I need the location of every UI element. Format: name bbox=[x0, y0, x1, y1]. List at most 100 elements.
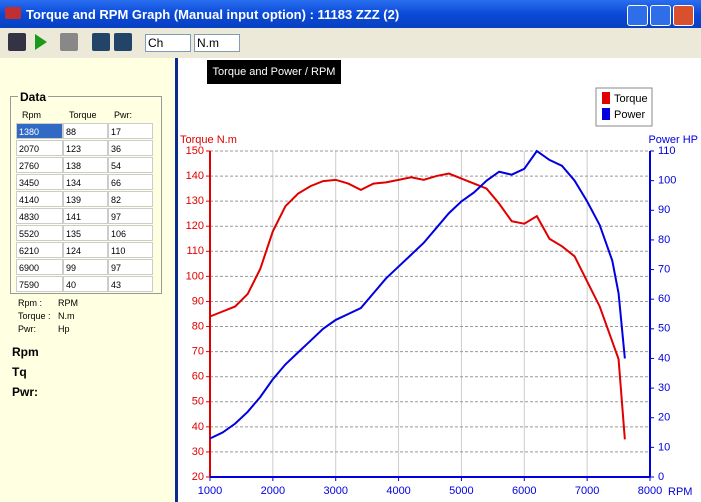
table-cell: 5520 bbox=[16, 225, 63, 241]
legend-swatch bbox=[602, 108, 610, 120]
y2-tick-label: 20 bbox=[658, 412, 670, 424]
legend-swatch bbox=[602, 92, 610, 104]
table-cell: 36 bbox=[108, 140, 153, 156]
table-cell: 135 bbox=[63, 225, 108, 241]
series-line bbox=[209, 172, 626, 440]
y2-tick-label: 90 bbox=[658, 204, 670, 216]
x-tick-label: 1000 bbox=[198, 485, 222, 497]
y-tick-label: 30 bbox=[192, 446, 204, 458]
y2-tick-label: 80 bbox=[658, 234, 670, 246]
maximize-button[interactable] bbox=[650, 5, 671, 26]
table-cell: 2070 bbox=[16, 140, 63, 156]
y-tick-label: 60 bbox=[192, 371, 204, 383]
y-tick-label: 40 bbox=[192, 421, 204, 433]
table-cell: 123 bbox=[63, 140, 108, 156]
y-tick-label: 120 bbox=[186, 220, 204, 232]
table-cell: 141 bbox=[63, 208, 108, 224]
readout-label: Tq bbox=[12, 365, 27, 379]
window-title: Torque and RPM Graph (Manual input optio… bbox=[26, 7, 400, 22]
x-tick-label: 4000 bbox=[386, 485, 410, 497]
readout-label: Rpm bbox=[12, 345, 39, 359]
y-tick-label: 70 bbox=[192, 346, 204, 358]
title-bar: Torque and RPM Graph (Manual input optio… bbox=[0, 0, 701, 28]
y-tick-label: 130 bbox=[186, 195, 204, 207]
run-button[interactable] bbox=[35, 34, 47, 50]
unit-label: Rpm : bbox=[18, 298, 43, 308]
unit-label: Hp bbox=[58, 324, 70, 334]
y-tick-label: 20 bbox=[192, 471, 204, 483]
app-icon bbox=[5, 7, 21, 19]
table-cell: 43 bbox=[108, 276, 153, 292]
x-tick-label: 7000 bbox=[575, 485, 599, 497]
y-tick-label: 80 bbox=[192, 320, 204, 332]
x-tick-label: 6000 bbox=[512, 485, 536, 497]
export-button[interactable] bbox=[114, 33, 132, 51]
unit-label: Torque : bbox=[18, 311, 51, 321]
table-cell: 110 bbox=[108, 242, 153, 258]
table-cell: 138 bbox=[63, 157, 108, 173]
import-button[interactable] bbox=[92, 33, 110, 51]
table-cell: 6210 bbox=[16, 242, 63, 258]
y2-tick-label: 60 bbox=[658, 293, 670, 305]
y2-tick-label: 50 bbox=[658, 323, 670, 335]
y-tick-label: 110 bbox=[186, 245, 204, 257]
toolbar: Ch N.m bbox=[0, 28, 701, 59]
table-cell: 134 bbox=[63, 174, 108, 190]
y2-tick-label: 10 bbox=[658, 441, 670, 453]
close-button[interactable] bbox=[673, 5, 694, 26]
y2-tick-label: 30 bbox=[658, 382, 670, 394]
table-cell: 17 bbox=[108, 123, 153, 139]
chart-title-box bbox=[207, 60, 341, 84]
y-tick-label: 100 bbox=[186, 270, 204, 282]
y2-tick-label: 110 bbox=[658, 145, 676, 157]
data-group bbox=[10, 96, 162, 294]
legend-label: Power bbox=[614, 109, 646, 121]
table-cell: 7590 bbox=[16, 276, 63, 292]
table-cell: 124 bbox=[63, 242, 108, 258]
y2-tick-label: 70 bbox=[658, 263, 670, 275]
y-axis-label: Torque N.m bbox=[180, 134, 237, 146]
table-cell: 106 bbox=[108, 225, 153, 241]
x-tick-label: 3000 bbox=[323, 485, 347, 497]
y-tick-label: 50 bbox=[192, 396, 204, 408]
table-cell: 99 bbox=[63, 259, 108, 275]
table-cell: 97 bbox=[108, 259, 153, 275]
y2-tick-label: 100 bbox=[658, 175, 676, 187]
table-cell[interactable]: 1380 bbox=[16, 123, 63, 139]
table-cell: 139 bbox=[63, 191, 108, 207]
x-tick-label: 8000 bbox=[638, 485, 662, 497]
x-tick-label: 2000 bbox=[261, 485, 285, 497]
chart-background bbox=[178, 58, 701, 502]
y2-tick-label: 0 bbox=[658, 471, 664, 483]
print-button[interactable] bbox=[60, 33, 78, 51]
column-header: Torque bbox=[69, 110, 97, 120]
table-cell: 3450 bbox=[16, 174, 63, 190]
save-button[interactable] bbox=[8, 33, 26, 51]
column-header: Rpm bbox=[22, 110, 42, 120]
readout-label: Pwr: bbox=[12, 385, 39, 399]
column-header: Pwr: bbox=[114, 110, 132, 120]
data-panel: Data Rpm Torque Pwr: 1380 88 17 2070 123 36 2760 1… bbox=[0, 58, 178, 502]
y-tick-label: 140 bbox=[186, 170, 204, 182]
minimize-button[interactable] bbox=[627, 5, 648, 26]
table-cell: 6900 bbox=[16, 259, 63, 275]
chart-title: Torque and Power / RPM bbox=[213, 66, 336, 78]
table-cell: 40 bbox=[63, 276, 108, 292]
unit-dropdown[interactable]: N.m bbox=[194, 34, 240, 52]
table-cell: 97 bbox=[108, 208, 153, 224]
legend-label: Torque bbox=[614, 93, 648, 105]
channel-dropdown[interactable]: Ch bbox=[145, 34, 191, 52]
unit-label: Pwr: bbox=[18, 324, 36, 334]
table-cell: 4830 bbox=[16, 208, 63, 224]
table-cell: 54 bbox=[108, 157, 153, 173]
table-cell: 4140 bbox=[16, 191, 63, 207]
table-cell: 82 bbox=[108, 191, 153, 207]
unit-label: N.m bbox=[58, 311, 75, 321]
table-cell: 88 bbox=[63, 123, 108, 139]
y-tick-label: 150 bbox=[186, 145, 204, 157]
group-title: Data bbox=[18, 90, 49, 104]
y2-axis-label: Power HP bbox=[648, 134, 698, 146]
x-axis-label: RPM bbox=[668, 486, 692, 498]
unit-label: RPM bbox=[58, 298, 78, 308]
